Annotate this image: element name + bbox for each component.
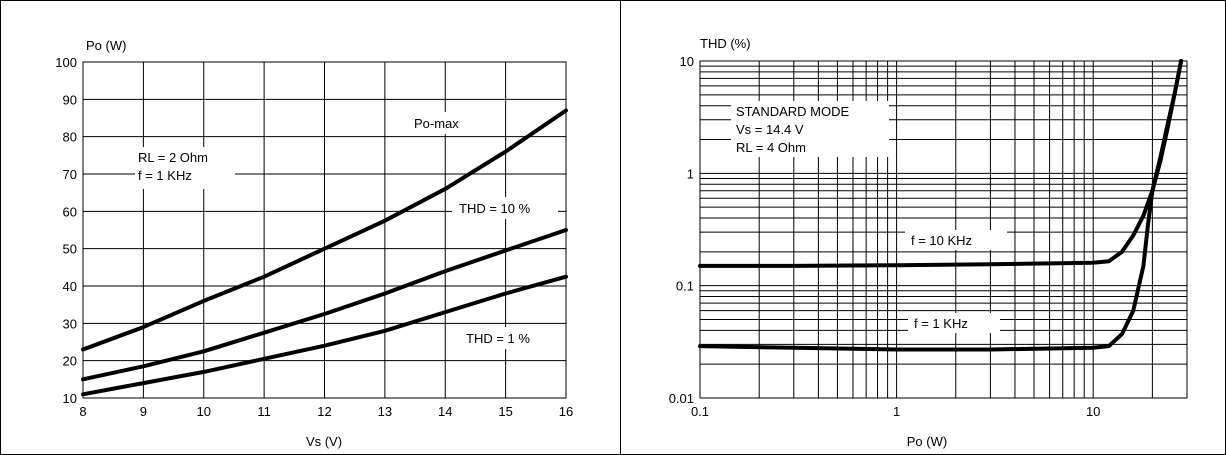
left-x-tick-label: 8: [79, 404, 86, 419]
left-y-tick-label: 60: [63, 204, 77, 219]
left-annotation-box: [135, 147, 235, 189]
left-y-tick-label: 30: [63, 316, 77, 331]
left-y-tick-label: 10: [63, 391, 77, 406]
left-x-tick-label: 9: [140, 404, 147, 419]
right-x-axis-label: Po (W): [907, 434, 947, 449]
right-annotation-line-1: STANDARD MODE: [736, 104, 849, 119]
right-series-line-f-1-khz: [698, 59, 1184, 352]
series-label-10khz: f = 10 KHz: [911, 233, 972, 248]
series-label-bg-thd-10: [452, 197, 558, 219]
left-y-axis-label: Po (W): [86, 38, 126, 53]
left-y-tick-label: 90: [63, 92, 77, 107]
series-label-bg-10khz: [905, 230, 1007, 250]
right-annotation-line-2: Vs = 14.4 V: [736, 122, 804, 137]
series-label-bg-thd-1: [458, 327, 550, 349]
left-y-tick-label: 100: [55, 55, 77, 70]
right-x-tick-label: 0.1: [691, 404, 709, 419]
right-y-tick-label: 0.1: [676, 279, 694, 294]
left-series-line-thd-1: [81, 274, 568, 397]
series-label-1khz: f = 1 KHz: [914, 316, 968, 331]
left-plot-frame: [82, 61, 567, 399]
left-x-axis-label: Vs (V): [306, 434, 342, 449]
series-label-thd-10: THD = 10 %: [459, 201, 531, 216]
left-y-tick-label: 40: [63, 279, 77, 294]
left-y-tick-label: 80: [63, 130, 77, 145]
left-x-tick-label: 10: [197, 404, 211, 419]
series-label-po-max: Po-max: [414, 116, 459, 131]
right-y-tick-label: 10: [680, 54, 694, 69]
right-x-tick-label: 10: [1086, 404, 1100, 419]
right-curves: [698, 59, 1184, 352]
right-y-tick-label: 1: [687, 166, 694, 181]
left-x-tick-label: 11: [257, 404, 271, 419]
left-curves: [81, 108, 568, 397]
left-series-line-thd-10: [81, 228, 568, 382]
right-annotation-line-3: RL = 4 Ohm: [736, 140, 806, 155]
left-y-tick-label: 50: [63, 242, 77, 257]
left-x-tick-label: 12: [317, 404, 331, 419]
right-y-tick-label: 0.01: [669, 391, 694, 406]
chart-po-vs-vs: 8 9 10 11 12 13 14 15 16 10 20 30 40 50 60 70 80 90 100 Po…: [55, 38, 573, 449]
left-y-tick-label: 70: [63, 167, 77, 182]
right-y-axis-label: THD (%): [700, 36, 751, 51]
left-series-line-po-max: [81, 108, 568, 352]
left-x-tick-label: 16: [559, 404, 573, 419]
right-x-tick-label: 1: [893, 404, 900, 419]
right-annotation-box: [731, 101, 889, 157]
right-plot-frame: [699, 60, 1188, 399]
left-x-tick-label: 13: [378, 404, 392, 419]
left-x-tick-label: 15: [498, 404, 512, 419]
left-x-tick-label: 14: [438, 404, 452, 419]
left-y-tick-label: 20: [63, 354, 77, 369]
left-annotation-line-1: RL = 2 Ohm: [138, 150, 208, 165]
left-tick-labels: 8 9 10 11 12 13 14 15 16 10 20 30 40 50 60 70 80 90 100: [55, 55, 573, 419]
series-label-thd-1: THD = 1 %: [466, 331, 530, 346]
series-label-bg-1khz: [908, 313, 1000, 333]
left-annotation-line-2: f = 1 KHz: [138, 168, 192, 183]
series-label-bg-po-max: [408, 112, 484, 134]
